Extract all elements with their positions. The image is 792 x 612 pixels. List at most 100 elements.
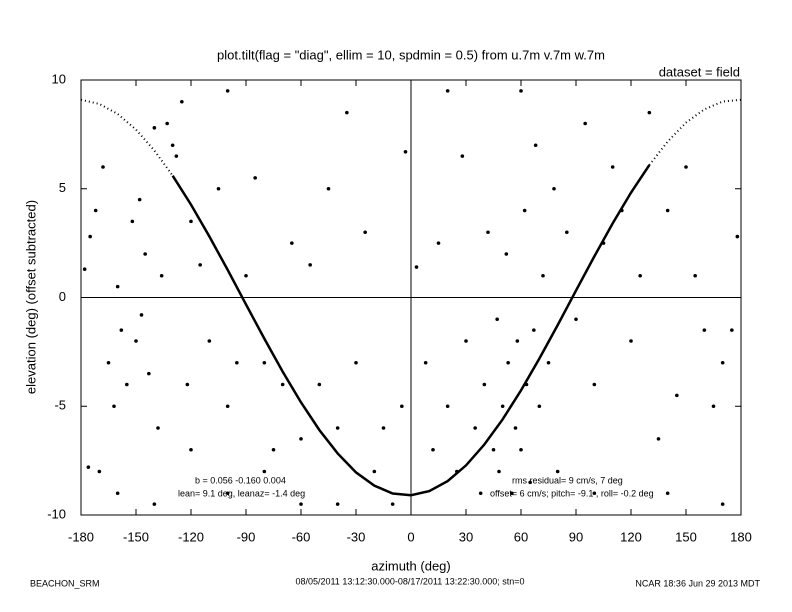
- data-point: [335, 502, 340, 506]
- data-point: [552, 186, 556, 191]
- data-point: [381, 426, 386, 430]
- data-point: [170, 143, 175, 148]
- y-tick-label: 5: [59, 180, 66, 195]
- data-point: [119, 328, 124, 332]
- x-tick-label: -150: [123, 529, 149, 544]
- data-point: [720, 502, 725, 506]
- chart-title: plot.tilt(flag = "diag", ellim = 10, spd…: [217, 47, 605, 62]
- data-point: [638, 273, 642, 278]
- data-point: [115, 491, 120, 496]
- footer: 08/05/2011 13:12:30.000-08/17/2011 13:22…: [295, 576, 524, 586]
- data-point: [504, 252, 509, 256]
- data-point: [363, 230, 367, 235]
- data-point: [464, 339, 468, 343]
- x-tick-label: -90: [237, 529, 256, 544]
- data-point: [532, 328, 536, 332]
- data-point: [372, 469, 377, 474]
- data-point: [537, 404, 542, 409]
- annotation: offset= 6 cm/s; pitch= -9.1 , roll= -0.2…: [490, 488, 654, 498]
- data-point: [299, 502, 303, 506]
- data-point: [403, 149, 408, 154]
- data-point: [299, 437, 303, 441]
- data-point: [592, 382, 597, 387]
- data-point: [702, 328, 707, 332]
- y-tick-label: -5: [54, 398, 66, 413]
- data-point: [156, 426, 160, 430]
- data-point: [143, 252, 147, 256]
- data-point: [473, 426, 477, 430]
- data-point: [486, 230, 490, 235]
- x-tick-label: -120: [178, 529, 204, 544]
- data-point: [583, 121, 587, 126]
- x-tick-label: 150: [675, 529, 697, 544]
- data-point: [253, 176, 257, 180]
- data-point: [345, 110, 349, 115]
- fit-curve: [80, 98, 174, 177]
- data-point: [720, 360, 725, 365]
- data-point: [436, 241, 441, 245]
- data-point: [244, 273, 248, 278]
- data-point: [225, 89, 230, 93]
- data-point: [317, 382, 322, 387]
- data-point: [460, 154, 465, 158]
- data-point: [497, 469, 501, 474]
- data-point: [280, 382, 285, 387]
- annotation: b = 0.056 -0.160 0.004: [195, 475, 286, 485]
- data-point: [711, 404, 716, 409]
- data-point: [390, 502, 395, 506]
- data-point: [629, 339, 633, 343]
- data-point: [198, 263, 202, 267]
- data-point: [414, 265, 419, 269]
- data-point: [125, 382, 129, 387]
- data-point: [308, 263, 312, 267]
- data-point: [152, 126, 157, 130]
- data-point: [101, 165, 105, 169]
- data-point: [513, 426, 518, 430]
- y-tick-label: -10: [47, 506, 66, 521]
- data-point: [400, 404, 404, 409]
- x-tick-label: 60: [514, 529, 528, 544]
- data-point: [207, 339, 212, 343]
- data-point: [225, 491, 230, 496]
- data-point: [574, 317, 578, 322]
- data-point: [93, 208, 98, 213]
- data-point: [137, 197, 142, 202]
- data-point: [185, 382, 190, 387]
- annotation: rms residual= 9 cm/s, 7 deg: [512, 475, 623, 485]
- data-point: [555, 469, 560, 474]
- annotation: lean= 9.1 deg, leanaz= -1.4 deg: [178, 488, 305, 498]
- data-point: [152, 502, 157, 506]
- data-point: [684, 165, 688, 169]
- data-point: [533, 143, 538, 148]
- data-point: [693, 273, 697, 278]
- data-point: [610, 165, 615, 169]
- data-point: [541, 273, 545, 278]
- y-tick-label: 0: [59, 289, 66, 304]
- data-point: [482, 382, 487, 387]
- fit-curve: [171, 164, 651, 497]
- data-point: [519, 447, 523, 452]
- data-point: [565, 230, 569, 235]
- data-point: [88, 234, 92, 239]
- data-point: [134, 339, 138, 343]
- x-tick-label: 90: [569, 529, 583, 544]
- fit-curve: [648, 98, 742, 166]
- data-point: [180, 99, 184, 104]
- data-point: [335, 426, 340, 430]
- data-point: [665, 491, 670, 496]
- data-point: [491, 447, 496, 452]
- data-point: [130, 219, 135, 224]
- y-tick-label: 10: [52, 71, 66, 86]
- data-point: [431, 447, 435, 452]
- data-point: [112, 404, 116, 409]
- data-point: [656, 437, 661, 441]
- x-tick-label: -180: [68, 529, 94, 544]
- data-point: [592, 491, 597, 496]
- data-point: [445, 89, 450, 93]
- data-point: [495, 317, 499, 322]
- data-point: [510, 491, 514, 496]
- data-point: [97, 469, 102, 474]
- data-point: [423, 360, 428, 365]
- data-point: [271, 447, 276, 452]
- data-point: [735, 234, 740, 239]
